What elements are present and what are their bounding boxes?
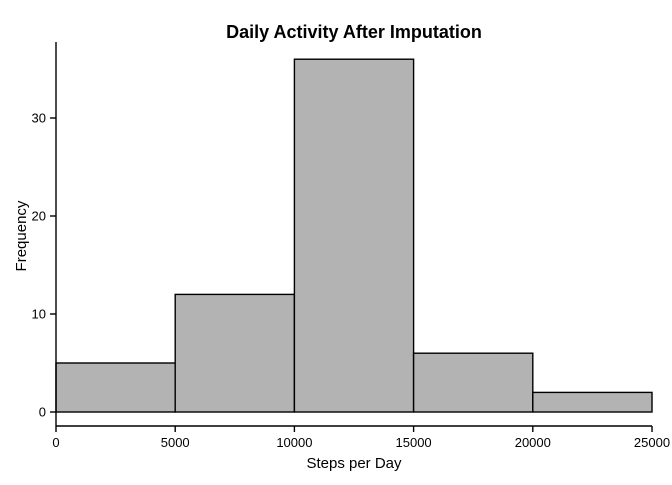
x-tick-label-15000: 15000 <box>396 435 432 450</box>
y-tick-label-20: 20 <box>32 209 46 224</box>
y-ticks-group: 0 10 20 30 <box>32 111 56 420</box>
x-tick-label-25000: 25000 <box>634 435 670 450</box>
histogram-bar-15000-20000 <box>412 352 534 413</box>
x-tick-label-10000: 10000 <box>276 435 312 450</box>
bars-group <box>55 58 653 413</box>
chart-title: Daily Activity After Imputation <box>226 22 482 42</box>
x-axis-label: Steps per Day <box>306 455 402 472</box>
x-tick-label-0: 0 <box>52 435 59 450</box>
y-axis-label: Frequency <box>13 200 30 271</box>
histogram-bar-20000-25000 <box>532 391 653 413</box>
histogram-bar-5000-10000 <box>174 293 296 413</box>
x-tick-label-20000: 20000 <box>515 435 551 450</box>
x-tick-label-5000: 5000 <box>161 435 190 450</box>
histogram-bar-10000-15000 <box>293 58 415 413</box>
y-tick-label-10: 10 <box>32 307 46 322</box>
y-tick-label-30: 30 <box>32 111 46 126</box>
x-ticks-group: 0 5000 10000 15000 20000 25000 <box>52 426 670 450</box>
histogram-bar-0-5000 <box>55 362 176 413</box>
y-tick-label-0: 0 <box>39 405 46 420</box>
